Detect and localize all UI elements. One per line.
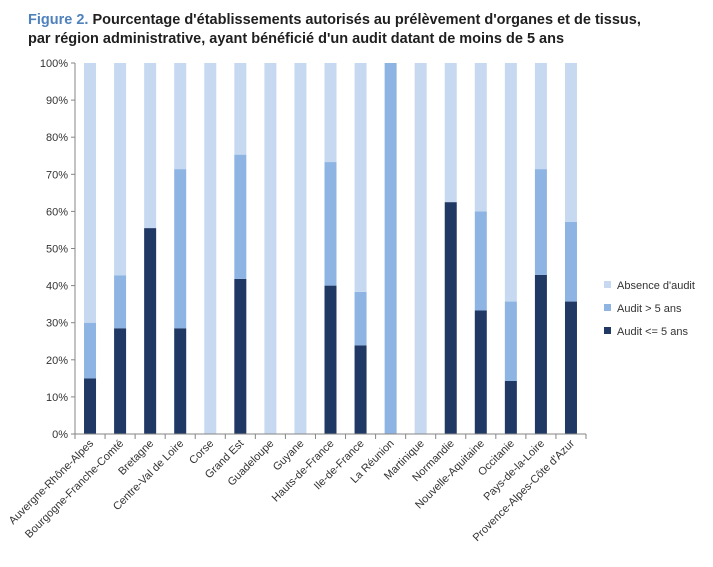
legend-swatch bbox=[604, 327, 611, 334]
y-tick-label: 0% bbox=[52, 429, 68, 441]
y-tick-label: 20% bbox=[46, 355, 68, 367]
bar-segment bbox=[324, 285, 337, 434]
bar-segment bbox=[354, 291, 367, 346]
bar-segment bbox=[504, 380, 517, 434]
figure-label: Figure 2. bbox=[28, 12, 89, 28]
bar-segment bbox=[564, 63, 577, 222]
legend-swatch bbox=[604, 281, 611, 288]
legend-label: Absence d'audit bbox=[617, 280, 695, 292]
bar-segment bbox=[204, 63, 217, 434]
bar-segment bbox=[354, 345, 367, 434]
y-tick-label: 80% bbox=[46, 132, 68, 144]
bar-segment bbox=[114, 63, 127, 276]
y-tick-label: 70% bbox=[46, 169, 68, 181]
bar-segment bbox=[474, 310, 487, 434]
legend-label: Audit <= 5 ans bbox=[617, 326, 688, 338]
bar-segment bbox=[84, 378, 97, 434]
y-tick-label: 90% bbox=[46, 95, 68, 107]
bar-segment bbox=[174, 169, 187, 329]
bar-segment bbox=[84, 322, 97, 379]
bar-segment bbox=[444, 63, 457, 203]
bar-segment bbox=[504, 63, 517, 302]
y-tick-label: 100% bbox=[40, 58, 68, 70]
bar-segment bbox=[264, 63, 277, 434]
y-tick-label: 10% bbox=[46, 392, 68, 404]
legend-label: Audit > 5 ans bbox=[617, 303, 682, 315]
bar-segment bbox=[534, 274, 547, 434]
title-line-1: Pourcentage d'établissements autorisés a… bbox=[92, 12, 641, 28]
bar-segment bbox=[474, 211, 487, 311]
bar-segment bbox=[474, 63, 487, 212]
y-tick-label: 50% bbox=[46, 244, 68, 256]
bar-segment bbox=[234, 63, 247, 155]
bar-segment bbox=[144, 63, 157, 229]
bar-segment bbox=[534, 169, 547, 275]
bar-segment bbox=[114, 275, 127, 329]
bar-segment bbox=[324, 162, 337, 286]
bar-segment bbox=[564, 301, 577, 434]
bar-segment bbox=[174, 63, 187, 170]
y-tick-label: 60% bbox=[46, 206, 68, 218]
bar-segment bbox=[144, 228, 157, 434]
bar-segment bbox=[84, 63, 97, 323]
bar-segment bbox=[234, 154, 247, 279]
bar-segment bbox=[174, 328, 187, 434]
bar-segment bbox=[234, 278, 247, 434]
bar-segment bbox=[384, 63, 397, 434]
y-tick-label: 40% bbox=[46, 281, 68, 293]
chart-title: Figure 2. Pourcentage d'établissements a… bbox=[28, 11, 708, 49]
bar-segment bbox=[114, 328, 127, 434]
bar-segment bbox=[354, 63, 367, 292]
bar-segment bbox=[504, 301, 517, 381]
bar-segment bbox=[444, 202, 457, 434]
bar-segment bbox=[534, 63, 547, 170]
bar-segment bbox=[564, 221, 577, 302]
bar-segment bbox=[324, 63, 337, 163]
y-tick-label: 30% bbox=[46, 318, 68, 330]
bar-segment bbox=[414, 63, 427, 434]
bar-segment bbox=[294, 63, 307, 434]
title-line-2: par région administrative, ayant bénéfic… bbox=[28, 31, 565, 47]
legend-swatch bbox=[604, 304, 611, 311]
